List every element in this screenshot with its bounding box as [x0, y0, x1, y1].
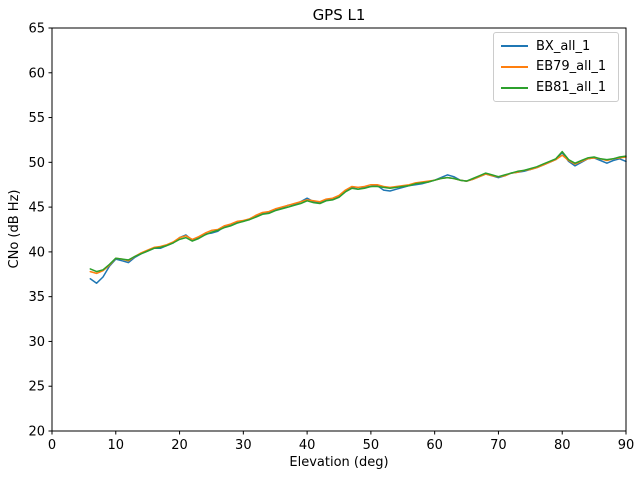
- y-tick-label: 20: [28, 425, 45, 440]
- axes-border: [51, 27, 627, 432]
- y-axis-label: CNo (dB Hz): [7, 190, 22, 269]
- x-tick-label: 0: [48, 438, 56, 453]
- series-line-EB81_all_1: [89, 150, 627, 273]
- series-line-EB79_all_1: [89, 154, 627, 275]
- x-axis-label: Elevation (deg): [289, 455, 388, 470]
- y-tick-label: 60: [28, 66, 45, 81]
- x-tick-label: 70: [490, 438, 507, 453]
- legend-line-sample: [501, 45, 528, 48]
- legend-item-label: BX_all_1: [536, 38, 591, 54]
- legend-line-sample: [501, 86, 528, 89]
- axis-ticks: 0 10 20 30 40 50 60 70 80 90 20 25 30 35 40 45 50 55 60 65: [28, 22, 634, 454]
- legend-item: BX_all_1: [501, 39, 611, 54]
- legend-item: EB81_all_1: [501, 80, 611, 95]
- x-tick-label: 80: [554, 438, 571, 453]
- y-tick-label: 45: [28, 201, 45, 216]
- series-line-BX_all_1: [89, 151, 627, 284]
- x-tick-label: 10: [108, 438, 125, 453]
- y-tick-label: 35: [28, 290, 45, 305]
- x-tick-label: 60: [426, 438, 443, 453]
- legend-item-label: EB81_all_1: [536, 80, 607, 96]
- legend: BX_all_1 EB79_all_1 EB81_all_1: [493, 32, 619, 102]
- x-tick-label: 90: [618, 438, 635, 453]
- y-tick-label: 40: [28, 245, 45, 260]
- x-tick-label: 50: [363, 438, 380, 453]
- chart-title: GPS L1: [313, 6, 366, 24]
- y-tick-label: 50: [28, 156, 45, 171]
- legend-item: EB79_all_1: [501, 59, 611, 74]
- x-tick-label: 30: [235, 438, 252, 453]
- y-tick-label: 30: [28, 335, 45, 350]
- x-tick-label: 20: [171, 438, 188, 453]
- y-tick-label: 25: [28, 380, 45, 395]
- y-tick-label: 55: [28, 111, 45, 126]
- legend-line-sample: [501, 65, 528, 68]
- legend-item-label: EB79_all_1: [536, 59, 607, 75]
- y-tick-label: 65: [28, 22, 45, 37]
- x-tick-label: 40: [299, 438, 316, 453]
- data-series: [89, 150, 627, 284]
